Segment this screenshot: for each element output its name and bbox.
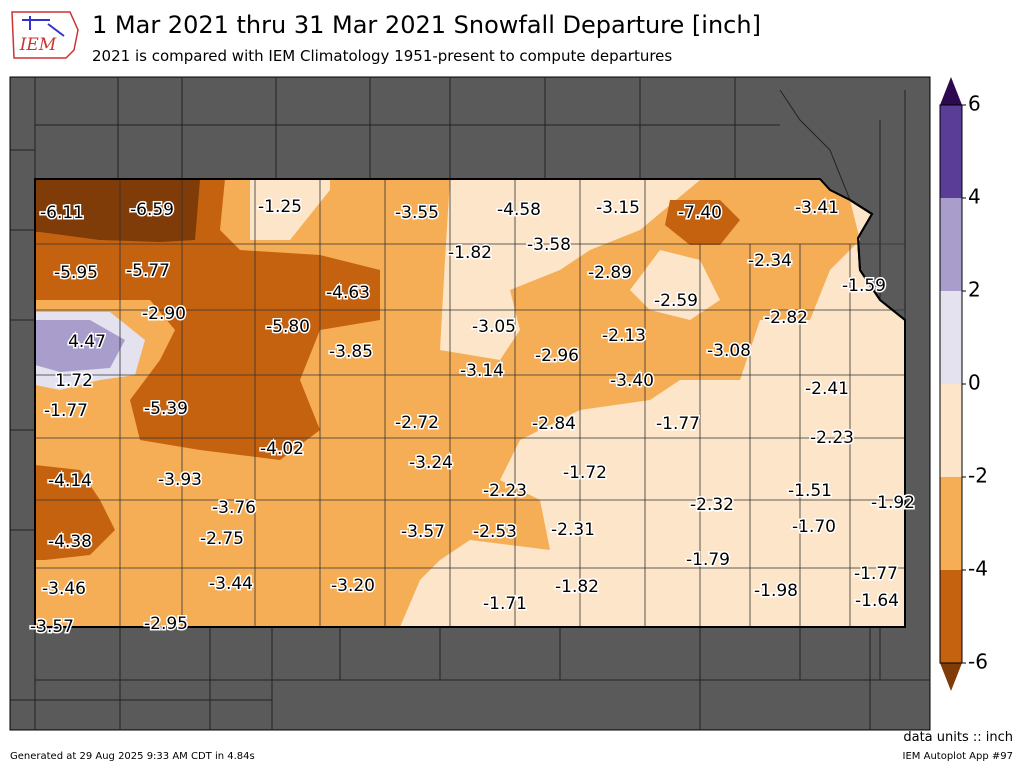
station-value: -2.53: [473, 522, 517, 542]
station-value: -7.40: [678, 203, 722, 223]
colorbar-bin: [940, 291, 962, 384]
station-value: -2.82: [764, 308, 808, 328]
colorbar-bin: [940, 198, 962, 291]
station-value: -2.84: [532, 414, 576, 434]
station-value: -2.72: [395, 413, 439, 433]
station-value: -1.59: [842, 276, 886, 296]
colorbar-tick-label: -2: [968, 464, 988, 488]
units-note: data units :: inch: [903, 730, 1013, 745]
station-value: -4.58: [497, 200, 541, 220]
station-value: -2.96: [535, 346, 579, 366]
colorbar-tick-label: 0: [968, 371, 981, 395]
station-value: -1.92: [871, 493, 915, 513]
colorbar-tick-label: -6: [968, 650, 988, 674]
station-value: -6.59: [130, 200, 174, 220]
station-value: -2.31: [551, 520, 595, 540]
station-value: -1.77: [44, 401, 88, 421]
station-value: -3.15: [596, 198, 640, 218]
station-value: -1.82: [448, 243, 492, 263]
station-value: -3.57: [401, 522, 445, 542]
station-value: -5.95: [54, 263, 98, 283]
colorbar-bin: [940, 477, 962, 570]
station-value: -2.13: [602, 326, 646, 346]
station-value: -6.11: [40, 203, 84, 223]
station-value: -5.39: [144, 399, 188, 419]
station-value: -3.40: [610, 371, 654, 391]
colorbar-extend-under: [940, 663, 962, 691]
station-value: -2.32: [690, 495, 734, 515]
station-value: -4.63: [326, 283, 370, 303]
colorbar: 6 4 2 0 -2 -4 -6: [939, 77, 988, 691]
station-value: 1.72: [55, 371, 93, 391]
station-value: -3.44: [209, 574, 253, 594]
colorbar-tick-label: 4: [968, 185, 981, 209]
station-value: -5.80: [266, 317, 310, 337]
logo-text: IEM: [19, 35, 57, 55]
station-value: -3.46: [42, 579, 86, 599]
station-value: -2.75: [200, 529, 244, 549]
colorbar-tick-label: 6: [968, 92, 981, 116]
station-value: -1.25: [258, 197, 302, 217]
station-value: -5.77: [126, 261, 170, 281]
station-value: -3.85: [329, 342, 373, 362]
station-value: -3.05: [472, 317, 516, 337]
station-value: -3.93: [158, 470, 202, 490]
station-value: -1.51: [788, 481, 832, 501]
station-value: 4.47: [68, 332, 106, 352]
station-value: -3.58: [527, 235, 571, 255]
station-value: -1.98: [754, 581, 798, 601]
station-value: -2.23: [483, 481, 527, 501]
logo: IEM: [11, 11, 79, 59]
app-note: IEM Autoplot App #97: [903, 751, 1013, 762]
colorbar-tick-label: -4: [968, 557, 988, 581]
subtitle: 2021 is compared with IEM Climatology 19…: [92, 47, 672, 65]
station-value: -3.76: [212, 498, 256, 518]
title: 1 Mar 2021 thru 31 Mar 2021 Snowfall Dep…: [92, 11, 761, 39]
station-value: -2.89: [588, 263, 632, 283]
station-value: -3.57: [30, 617, 74, 637]
station-value: -2.41: [805, 379, 849, 399]
colorbar-extend-over: [940, 77, 962, 105]
station-value: -1.64: [855, 591, 899, 611]
station-value: -3.24: [409, 453, 453, 473]
station-value: -1.79: [686, 550, 730, 570]
station-value: -2.59: [654, 291, 698, 311]
station-value: -3.55: [395, 203, 439, 223]
station-value: -3.08: [707, 341, 751, 361]
station-value: -1.82: [555, 577, 599, 597]
generated-note: Generated at 29 Aug 2025 9:33 AM CDT in …: [10, 751, 255, 762]
map: -6.11 -6.59 -1.25 -3.55 -4.58 -3.15 -7.40 -3.41…: [9, 76, 931, 731]
colorbar-tick-label: 2: [968, 278, 981, 302]
station-value: -3.20: [331, 576, 375, 596]
station-value: -2.90: [142, 304, 186, 324]
station-value: -3.14: [460, 361, 504, 381]
station-value: -1.77: [656, 414, 700, 434]
station-value: -1.72: [563, 463, 607, 483]
station-value: -4.38: [48, 532, 92, 552]
station-value: -4.02: [260, 439, 304, 459]
station-value: -1.77: [854, 564, 898, 584]
colorbar-bin: [940, 384, 962, 477]
colorbar-bin: [940, 570, 962, 663]
station-value: -1.70: [792, 517, 836, 537]
station-value: -2.95: [144, 614, 188, 634]
station-value: -3.41: [795, 198, 839, 218]
station-value: -1.71: [483, 594, 527, 614]
station-value: -2.34: [748, 251, 792, 271]
colorbar-bin: [940, 105, 962, 198]
station-value: -4.14: [48, 471, 92, 491]
station-value: -2.23: [810, 428, 854, 448]
